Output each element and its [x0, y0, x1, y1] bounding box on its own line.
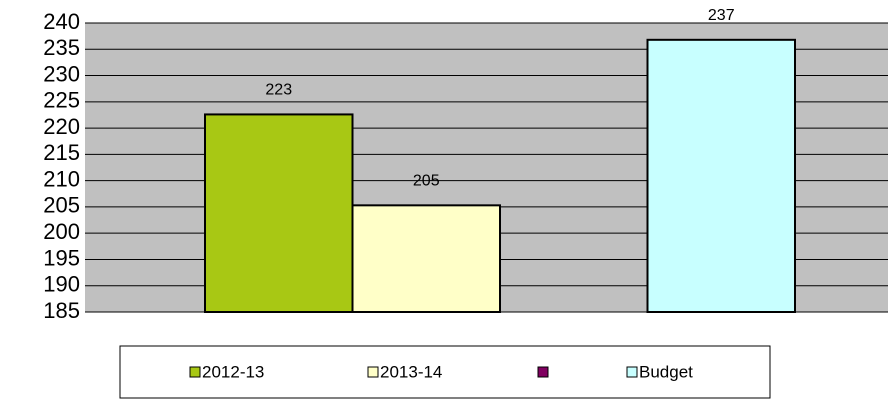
legend-label: 2012-13 — [202, 362, 264, 381]
legend-swatch — [626, 366, 638, 378]
data-label: 205 — [413, 173, 440, 190]
y-tick-label: 210 — [43, 166, 80, 191]
y-tick-label: 220 — [43, 114, 80, 139]
y-tick-label: 230 — [43, 61, 80, 86]
data-label: 237 — [708, 7, 735, 24]
bar — [351, 204, 501, 314]
y-tick-label: 195 — [43, 245, 80, 270]
y-tick-label: 235 — [43, 35, 80, 60]
y-tick-label: 240 — [43, 9, 80, 34]
legend-swatch — [189, 366, 201, 378]
y-tick-label: 205 — [43, 193, 80, 218]
bar — [646, 38, 796, 313]
y-tick-label: 225 — [43, 88, 80, 113]
y-tick-label: 190 — [43, 272, 80, 297]
legend-swatch — [537, 366, 549, 378]
data-label: 223 — [265, 82, 292, 99]
legend-label: 2013-14 — [380, 362, 442, 381]
y-tick-label: 200 — [43, 219, 80, 244]
y-tick-label: 185 — [43, 298, 80, 323]
bar — [204, 113, 354, 313]
legend-swatch — [367, 366, 379, 378]
legend — [119, 345, 771, 399]
legend-label: Budget — [639, 362, 693, 381]
y-tick-label: 215 — [43, 140, 80, 165]
